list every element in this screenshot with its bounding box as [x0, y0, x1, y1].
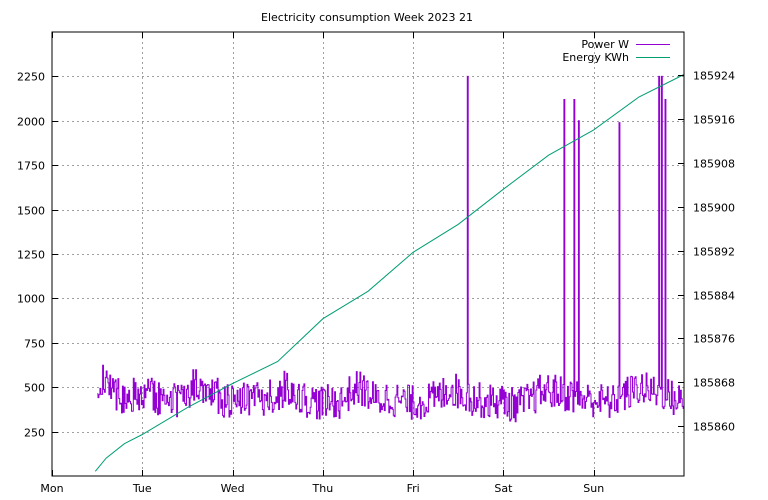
y-left-tick-label: 1750 — [17, 160, 45, 173]
y-left-tick-label: 750 — [24, 338, 45, 351]
y-right-tick-label: 185876 — [693, 333, 735, 346]
y-right-tick-label: 185908 — [693, 158, 735, 171]
x-tick-label: Wed — [221, 482, 245, 495]
x-tick-label: Mon — [40, 482, 63, 495]
y-left-tick-label: 1500 — [17, 205, 45, 218]
y-right-tick-label: 185916 — [693, 114, 735, 127]
x-tick-label: Thu — [312, 482, 334, 495]
x-tick-label: Tue — [132, 482, 152, 495]
axes: Mon Tue Wed Thu Fri Sat Sun 250 500 750 1000 1250 15… — [17, 32, 735, 495]
power-series-line — [97, 75, 685, 423]
y-right-tick-label: 185924 — [693, 70, 735, 83]
y-left-tick-label: 1000 — [17, 293, 45, 306]
chart-title: Electricity consumption Week 2023 21 — [261, 11, 473, 24]
x-tick-label: Sat — [494, 482, 513, 495]
x-tick-label: Fri — [407, 482, 420, 495]
legend-label-energy: Energy KWh — [562, 51, 629, 64]
y-right-tick-label: 185868 — [693, 377, 735, 390]
y-left-tick-label: 1250 — [17, 249, 45, 262]
y-left-tick-label: 250 — [24, 427, 45, 440]
legend: Power W Energy KWh — [562, 38, 670, 64]
y-right-tick-label: 185884 — [693, 290, 735, 303]
y-left-tick-label: 500 — [24, 382, 45, 395]
x-tick-label: Sun — [583, 482, 604, 495]
grid-lines — [52, 32, 684, 476]
legend-label-power: Power W — [581, 38, 629, 51]
y-left-tick-label: 2000 — [17, 116, 45, 129]
series-layer — [94, 74, 685, 472]
y-right-tick-label: 185900 — [693, 202, 735, 215]
y-right-tick-label: 185892 — [693, 246, 735, 259]
y-right-tick-label: 185860 — [693, 421, 735, 434]
energy-series-line — [94, 74, 685, 472]
y-left-tick-label: 2250 — [17, 71, 45, 84]
